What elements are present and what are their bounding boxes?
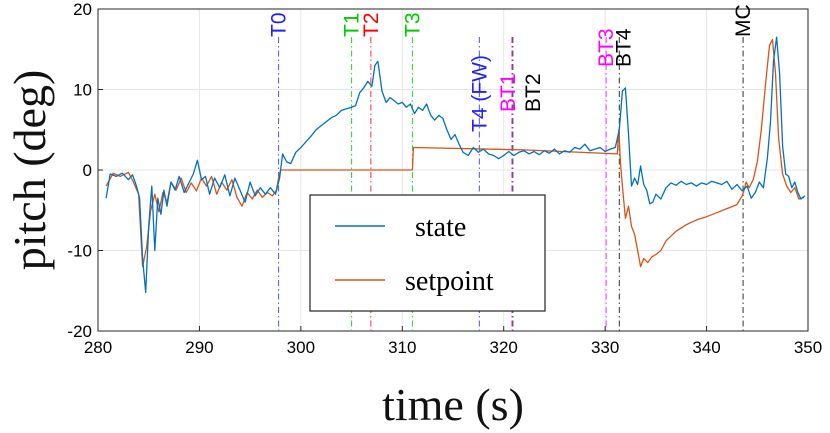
- legend-box: [309, 194, 546, 312]
- series-line-state: [105, 36, 806, 294]
- y-tick-label: 0: [83, 161, 92, 180]
- x-tick-label: 280: [84, 338, 112, 357]
- y-tick-label: -10: [67, 242, 92, 261]
- legend-label-setpoint: setpoint: [405, 266, 494, 297]
- event-label: BT1: [497, 73, 520, 112]
- y-axis-title: pitch (deg): [4, 70, 55, 271]
- y-tick-label: -20: [67, 322, 92, 341]
- event-label: BT3: [595, 28, 618, 67]
- x-tick-labels: 280 290 300 310 320 330 340 350: [84, 326, 822, 357]
- event-label: T1: [341, 12, 364, 37]
- event-label: BT2: [522, 73, 545, 112]
- event-label: MC: [732, 4, 755, 37]
- event-label: T0: [268, 12, 291, 37]
- x-tick-label: 340: [692, 338, 720, 357]
- legend-label-state: state: [415, 212, 466, 243]
- x-tick-label: 320: [490, 338, 518, 357]
- y-tick-labels: 20 10 0 -10 -20: [67, 0, 103, 341]
- y-tick-label: 20: [73, 0, 92, 19]
- x-tick-label: 330: [591, 338, 619, 357]
- y-tick-label: 10: [73, 81, 92, 100]
- x-tick-label: 350: [794, 338, 822, 357]
- series-layer: [105, 36, 806, 294]
- legend: state setpoint: [309, 194, 546, 312]
- x-axis-title: time (s): [382, 379, 524, 430]
- event-label: T2: [360, 12, 383, 37]
- event-label: T4 (FW): [468, 55, 491, 132]
- event-label: T3: [401, 12, 424, 37]
- x-tick-label: 300: [287, 338, 315, 357]
- x-tick-label: 310: [388, 338, 416, 357]
- event-label: BT4: [612, 28, 635, 67]
- x-tick-label: 290: [185, 338, 213, 357]
